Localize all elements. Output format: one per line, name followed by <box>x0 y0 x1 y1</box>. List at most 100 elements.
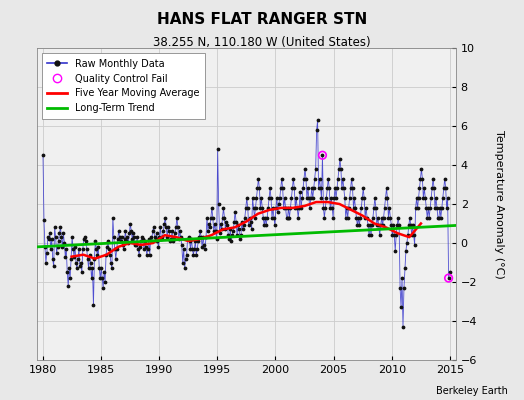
Point <box>252 205 260 211</box>
Point <box>220 214 228 221</box>
Point <box>292 195 300 201</box>
Point <box>428 185 436 192</box>
Point <box>304 185 312 192</box>
Point <box>107 259 115 266</box>
Point <box>192 252 201 258</box>
Point <box>366 222 374 229</box>
Point <box>206 224 214 230</box>
Point <box>66 275 74 281</box>
Point <box>171 230 179 236</box>
Point <box>395 222 403 229</box>
Point <box>160 220 169 227</box>
Point <box>387 222 396 229</box>
Point <box>318 152 326 158</box>
Point <box>98 275 106 281</box>
Point <box>123 234 132 240</box>
Point <box>370 195 379 201</box>
Point <box>402 248 410 254</box>
Point <box>194 238 202 244</box>
Point <box>307 195 315 201</box>
Point <box>191 238 200 244</box>
Point <box>232 218 241 225</box>
Point <box>204 228 212 234</box>
Point <box>425 214 433 221</box>
Point <box>416 176 424 182</box>
Point <box>430 185 438 192</box>
Point <box>91 238 100 244</box>
Point <box>215 230 224 236</box>
Text: HANS FLAT RANGER STN: HANS FLAT RANGER STN <box>157 12 367 27</box>
Point <box>364 222 372 229</box>
Point <box>439 195 447 201</box>
Point <box>370 205 378 211</box>
Point <box>383 195 391 201</box>
Point <box>298 195 306 201</box>
Point <box>71 244 79 250</box>
Point <box>190 246 199 252</box>
Point <box>151 236 160 242</box>
Point <box>157 236 166 242</box>
Point <box>99 285 107 291</box>
Point <box>70 254 78 260</box>
Point <box>154 244 162 250</box>
Point <box>147 234 155 240</box>
Point <box>318 152 326 158</box>
Point <box>397 304 405 310</box>
Point <box>320 214 329 221</box>
Point <box>110 234 118 240</box>
Point <box>310 185 318 192</box>
Point <box>269 205 277 211</box>
Point <box>213 236 221 242</box>
Point <box>355 222 364 229</box>
Point <box>219 205 227 211</box>
Point <box>328 205 336 211</box>
Point <box>283 214 292 221</box>
Point <box>56 230 64 236</box>
Point <box>103 244 111 250</box>
Point <box>379 214 388 221</box>
Point <box>196 228 204 234</box>
Point <box>246 218 255 225</box>
Point <box>329 214 337 221</box>
Point <box>259 214 267 221</box>
Point <box>406 214 414 221</box>
Point <box>393 222 401 229</box>
Point <box>94 244 103 250</box>
Point <box>172 224 180 230</box>
Point <box>156 224 165 230</box>
Point <box>297 205 305 211</box>
Point <box>333 185 341 192</box>
Point <box>445 269 454 276</box>
Point <box>432 195 440 201</box>
Point <box>285 205 293 211</box>
Point <box>111 246 119 252</box>
Point <box>321 205 330 211</box>
Point <box>104 238 112 244</box>
Point <box>75 263 84 270</box>
Point <box>374 214 382 221</box>
Point <box>444 275 453 281</box>
Point <box>130 234 138 240</box>
Point <box>350 195 358 201</box>
Point <box>296 189 304 196</box>
Point <box>322 195 331 201</box>
Point <box>285 214 293 221</box>
Point <box>182 252 191 258</box>
Point <box>114 236 122 242</box>
Point <box>403 232 412 238</box>
Point <box>219 214 227 221</box>
Point <box>348 185 357 192</box>
Point <box>228 232 236 238</box>
Point <box>106 252 114 258</box>
Point <box>230 218 238 225</box>
Point <box>305 205 314 211</box>
Point <box>277 185 285 192</box>
Point <box>340 185 348 192</box>
Point <box>82 246 91 252</box>
Point <box>350 205 358 211</box>
Text: 38.255 N, 110.180 W (United States): 38.255 N, 110.180 W (United States) <box>153 36 371 49</box>
Point <box>363 214 372 221</box>
Point <box>360 195 368 201</box>
Point <box>264 205 272 211</box>
Point <box>74 255 82 262</box>
